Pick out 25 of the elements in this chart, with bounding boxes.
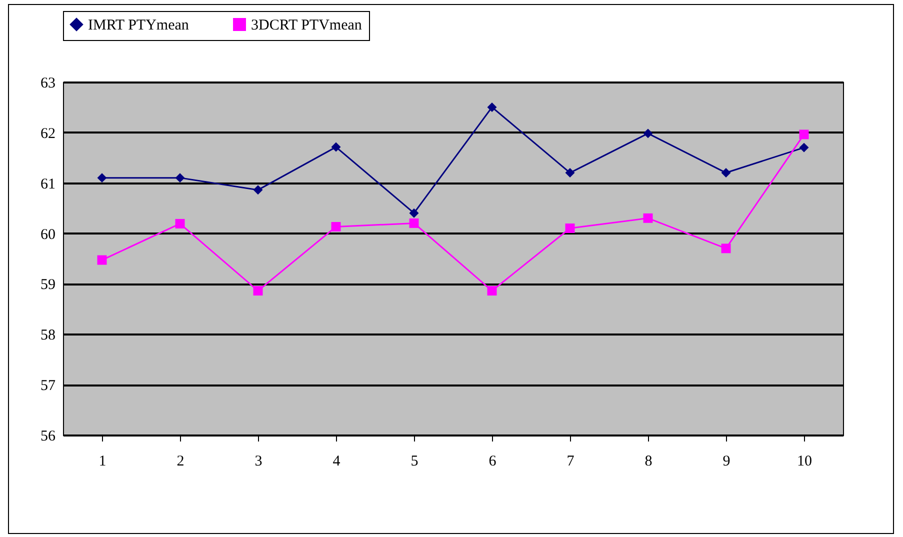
legend-label: 3DCRT PTVmean <box>251 18 362 34</box>
point <box>253 286 263 296</box>
legend-label: IMRT PTYmean <box>88 18 190 34</box>
point <box>331 222 341 232</box>
x-tick-label: 7 <box>566 454 575 470</box>
x-tick-label: 4 <box>332 454 341 470</box>
y-tick-label: 62 <box>40 126 56 142</box>
y-tick-label: 56 <box>40 428 56 444</box>
point <box>721 168 731 178</box>
x-tick-label: 5 <box>410 454 418 470</box>
x-tick-label: 10 <box>797 454 812 470</box>
point <box>487 286 497 296</box>
x-tick-label: 3 <box>254 454 262 470</box>
y-tick-label: 60 <box>40 226 56 243</box>
x-tick-label: 6 <box>488 454 497 470</box>
point <box>565 168 575 178</box>
y-tick-label: 59 <box>40 277 56 294</box>
x-tick-label: 8 <box>644 454 652 470</box>
x-tick-label: 1 <box>98 454 106 470</box>
x-tick-label: 2 <box>176 454 184 470</box>
x-tick-label: 9 <box>722 454 730 470</box>
y-tick-label: 63 <box>40 76 56 92</box>
y-tick-label: 58 <box>40 328 56 344</box>
y-tick-label: 61 <box>40 176 56 192</box>
y-tick-label: 57 <box>40 378 56 394</box>
